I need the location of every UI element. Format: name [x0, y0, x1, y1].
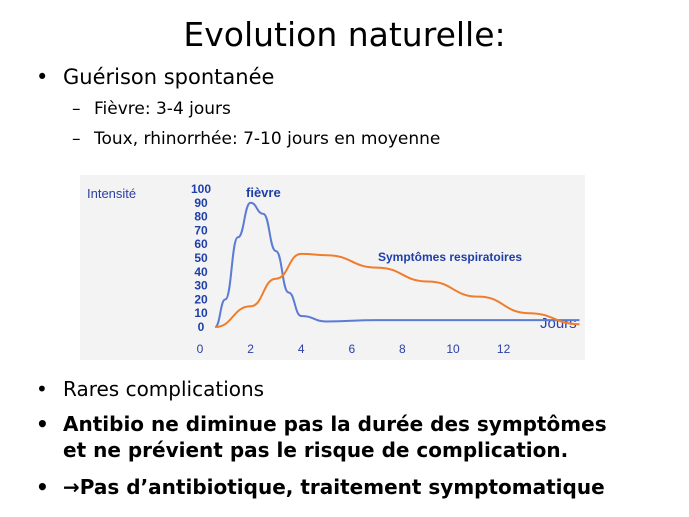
bullet-text-line2: et ne prévient pas le risque de complica… [63, 438, 569, 462]
y-tick-label: 50 [194, 251, 208, 265]
y-tick-label: 60 [194, 237, 208, 251]
series-label-respiratoires: Symptômes respiratoires [378, 250, 522, 264]
y-tick-label: 90 [194, 196, 208, 210]
x-tick-label: 2 [247, 342, 254, 356]
y-tick-label: 20 [194, 292, 208, 306]
y-axis-label: Intensité [87, 186, 136, 201]
x-tick-label: 4 [298, 342, 305, 356]
slide-title: Evolution naturelle: [183, 15, 506, 54]
bullet-text: Guérison spontanée [63, 65, 275, 89]
bullet-text-content: Pas d’antibiotique, traitement symptomat… [79, 475, 605, 499]
chart-background [80, 175, 585, 360]
y-tick-label: 40 [194, 265, 208, 279]
dash-glyph: – [72, 129, 81, 149]
bullet-glyph: • [36, 475, 49, 499]
arrow-icon: → [63, 475, 80, 499]
bullet-text-line1: Antibio ne diminue pas la durée des symp… [63, 412, 607, 436]
bullet-glyph: • [36, 65, 49, 89]
series-line-respiratoires [215, 252, 580, 328]
y-tick-label: 30 [194, 279, 208, 293]
x-tick-label: 10 [446, 342, 460, 356]
y-tick-label: 0 [198, 320, 205, 334]
x-tick-label: 12 [497, 342, 511, 356]
sub-bullet-text: Fièvre: 3-4 jours [94, 99, 231, 119]
series-line-fievre [214, 201, 580, 328]
dash-glyph: – [72, 99, 81, 119]
y-tick-label: 100 [191, 182, 211, 196]
x-tick-label: 8 [399, 342, 406, 356]
y-tick-label: 10 [194, 306, 208, 320]
bullet-glyph: • [36, 377, 48, 401]
y-tick-label: 80 [194, 210, 208, 224]
bullet-glyph: • [36, 412, 49, 436]
bullet-text: Rares complications [63, 377, 265, 401]
x-tick-label: 0 [197, 342, 204, 356]
x-tick-label: 6 [348, 342, 355, 356]
series-label-fievre: fièvre [246, 185, 281, 200]
bullet-text: →Pas d’antibiotique, traitement symptoma… [63, 474, 605, 500]
sub-bullet-text: Toux, rhinorrhée: 7-10 jours en moyenne [94, 129, 441, 149]
y-tick-label: 70 [194, 223, 208, 237]
